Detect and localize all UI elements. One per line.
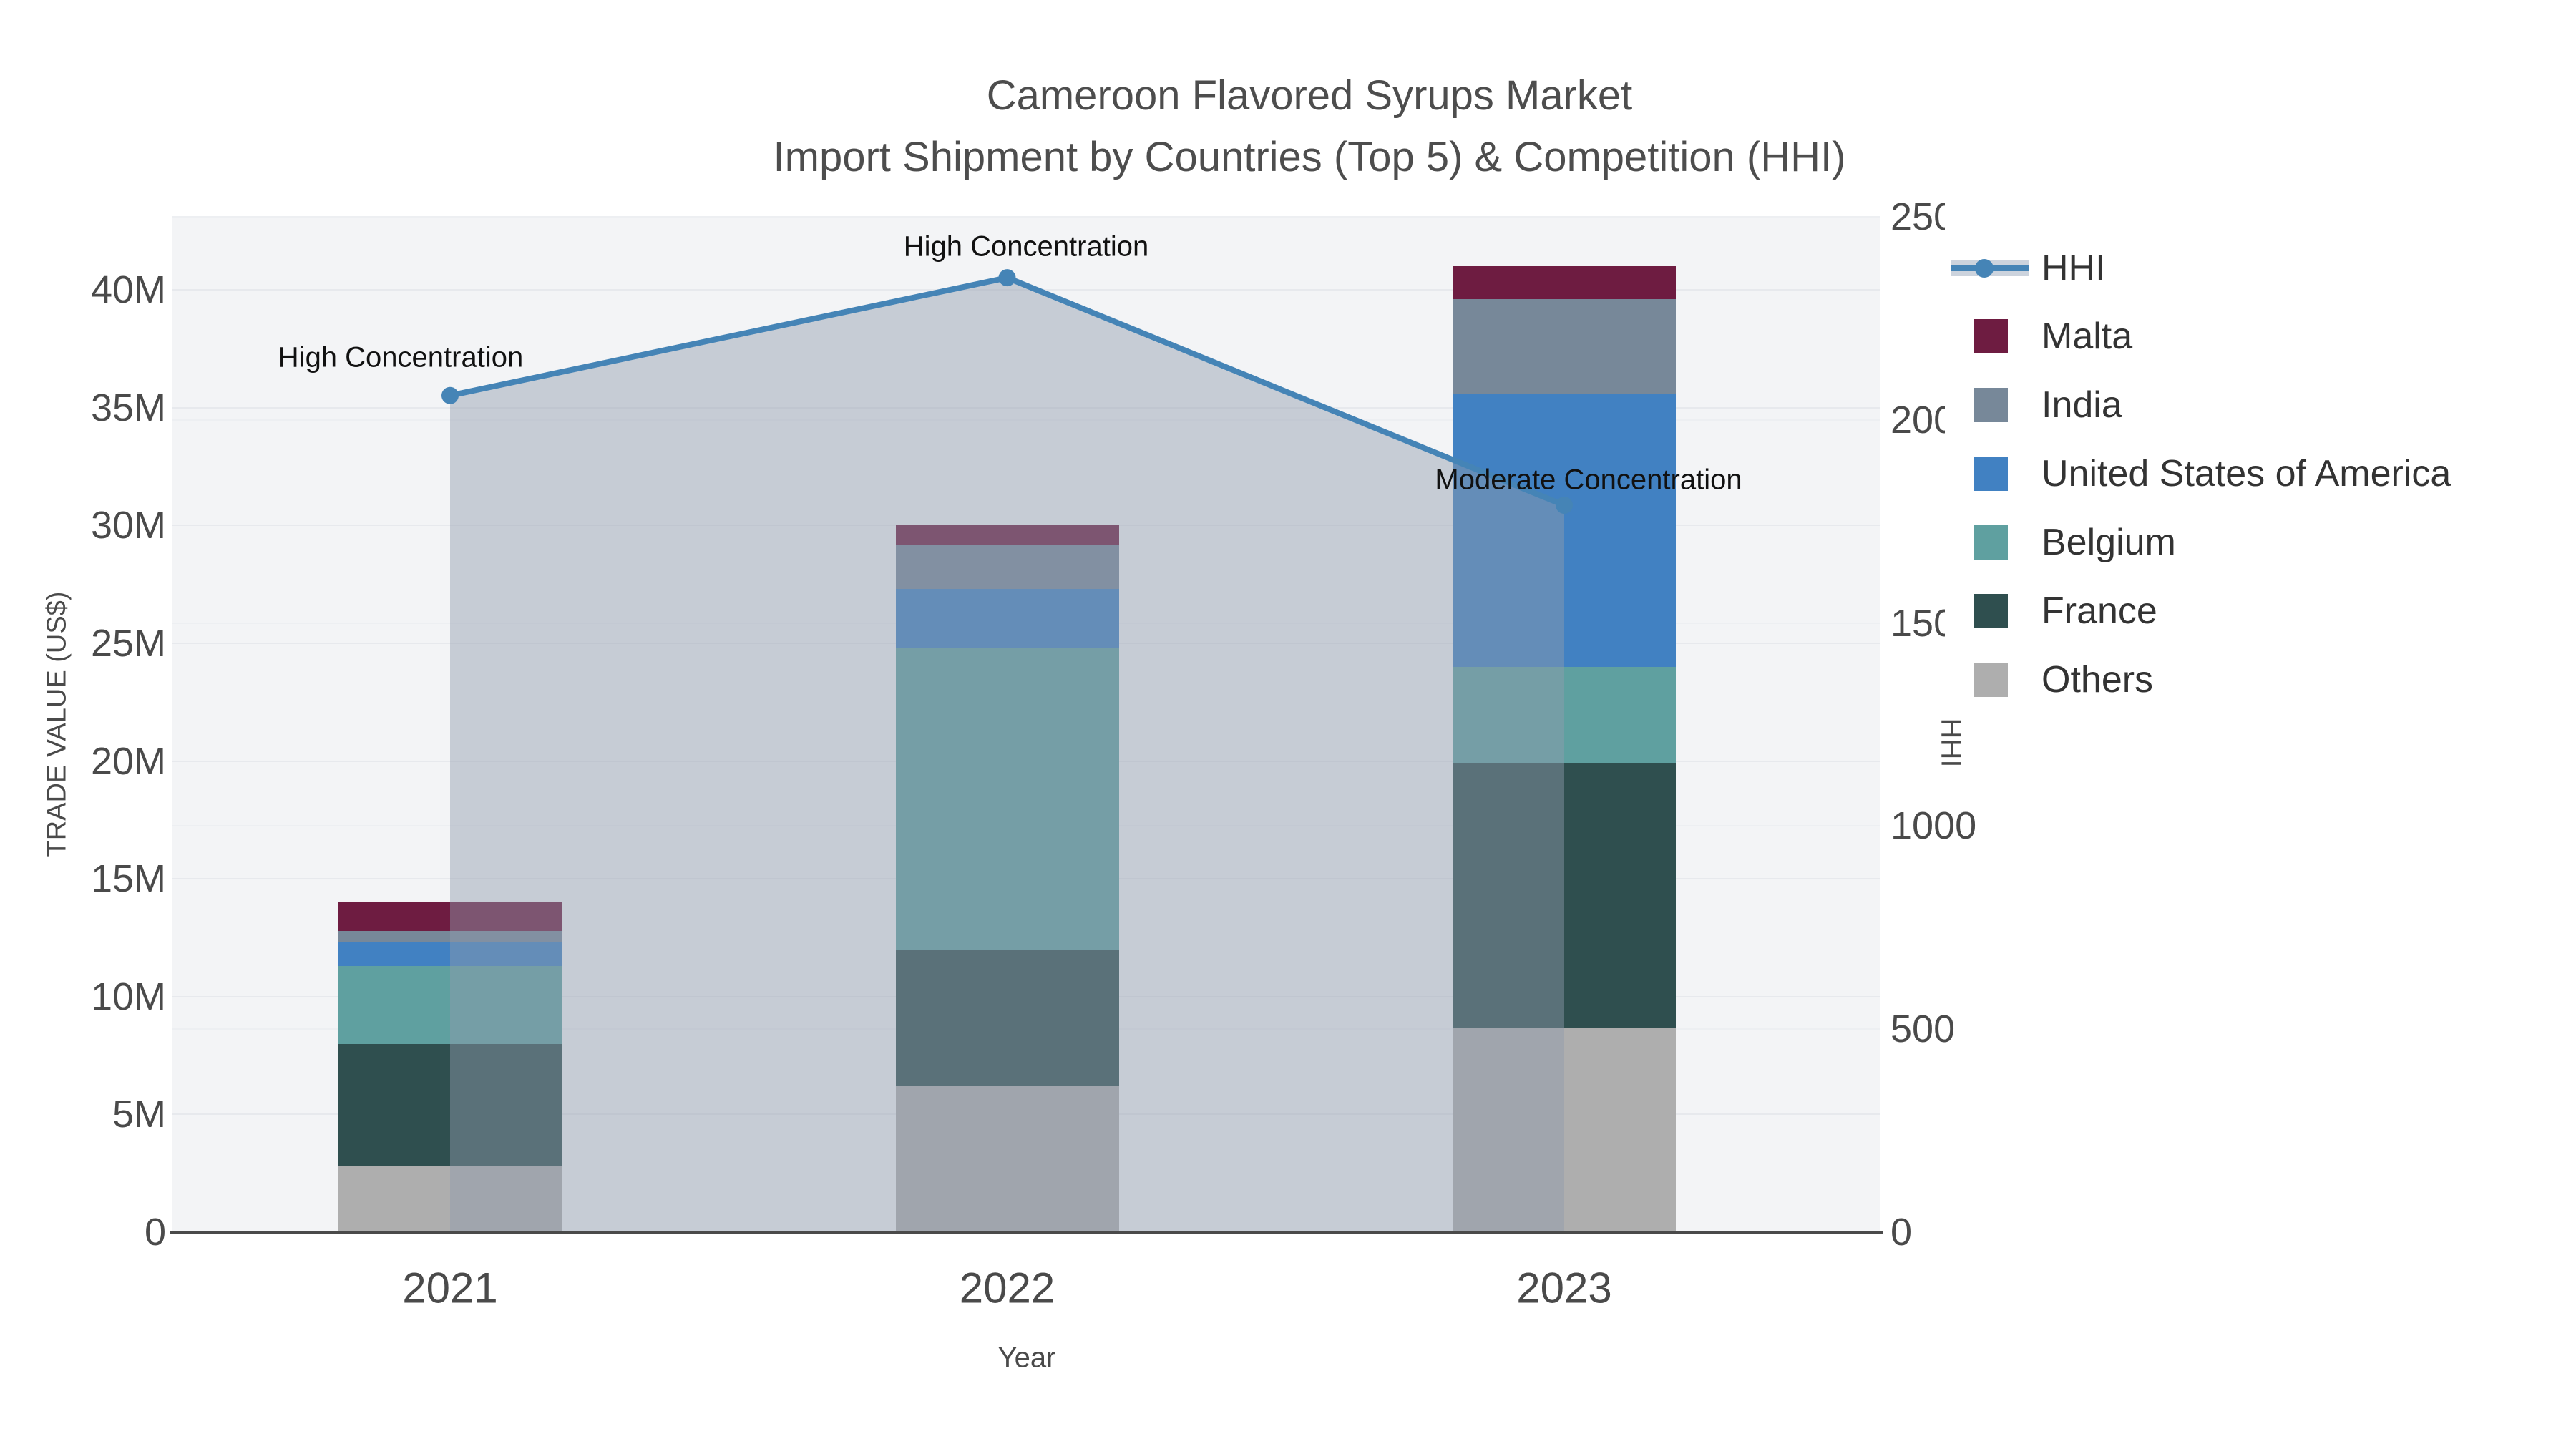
- bar-segment-2023-belgium: [1453, 666, 1676, 763]
- legend-item-malta[interactable]: Malta: [1945, 302, 2575, 371]
- x-tick-2022: 2022: [959, 1264, 1055, 1312]
- y-tick-left-25M: 25M: [90, 621, 166, 665]
- legend-label-belgium: Belgium: [2041, 522, 2176, 563]
- bar-segment-2022-united-states-of-america: [895, 589, 1119, 648]
- hhi-marker-2022: [998, 269, 1016, 287]
- y-axis-title-left: TRADE VALUE (US$): [42, 591, 72, 857]
- bar-segment-2022-malta: [895, 525, 1119, 545]
- bar-segment-2022-others: [895, 1085, 1119, 1232]
- legend-item-france[interactable]: France: [1945, 577, 2575, 645]
- legend-item-others[interactable]: Others: [1945, 645, 2575, 714]
- gridline-right-2500: [172, 216, 1880, 218]
- y-tick-right-1000: 1000: [1890, 804, 1977, 848]
- legend-swatch-malta: [1974, 319, 2008, 353]
- hhi-marker-2021: [441, 386, 459, 404]
- bar-segment-2021-india: [338, 930, 562, 943]
- x-tick-2023: 2023: [1516, 1264, 1612, 1312]
- legend-swatch-france: [1974, 594, 2008, 628]
- hhi-area-fill: [450, 278, 1564, 1232]
- y-tick-left-20M: 20M: [90, 739, 166, 783]
- legend-item-belgium[interactable]: Belgium: [1945, 508, 2575, 577]
- legend-item-hhi[interactable]: HHI: [1945, 234, 2575, 303]
- y-tick-left-15M: 15M: [90, 857, 166, 901]
- y-axis-title-right: HHI: [1935, 718, 1967, 768]
- hhi-marker-swatch: [1975, 259, 1994, 278]
- legend-label-france: France: [2041, 590, 2157, 632]
- y-tick-left-0: 0: [144, 1211, 166, 1254]
- bar-segment-2021-france: [338, 1043, 562, 1166]
- y-tick-left-5M: 5M: [112, 1093, 166, 1136]
- legend-swatch-belgium: [1974, 525, 2008, 560]
- gridline-right-2000: [172, 419, 1880, 421]
- gridline-left-35M: [172, 406, 1880, 409]
- hhi-line-layer: [441, 269, 1573, 1232]
- y-tick-left-30M: 30M: [90, 504, 166, 547]
- x-axis-title: Year: [997, 1342, 1056, 1374]
- y-tick-left-40M: 40M: [90, 268, 166, 312]
- x-tick-2021: 2021: [402, 1264, 498, 1312]
- bar-segment-2023-malta: [1453, 266, 1676, 300]
- gridline-left-40M: [172, 289, 1880, 291]
- legend-item-india[interactable]: India: [1945, 371, 2575, 439]
- bar-segment-2023-france: [1453, 763, 1676, 1028]
- x-axis-line: [170, 1231, 1883, 1234]
- bar-segment-2021-belgium: [338, 965, 562, 1044]
- bar-segment-2023-united-states-of-america: [1453, 393, 1676, 667]
- bar-segment-2022-india: [895, 544, 1119, 590]
- annotation-2021: High Concentration: [278, 341, 524, 374]
- legend-label-others: Others: [2041, 659, 2154, 701]
- legend-label-india: India: [2041, 384, 2122, 426]
- y-tick-right-500: 500: [1890, 1008, 1956, 1051]
- legend: HHI Malta India United States of America Bel…: [1945, 185, 2575, 718]
- bar-segment-2021-united-states-of-america: [338, 942, 562, 966]
- bar-segment-2023-india: [1453, 299, 1676, 394]
- chart-title-line1: Cameroon Flavored Syrups Market: [986, 72, 1633, 119]
- legend-item-united-states-of-america[interactable]: United States of America: [1945, 439, 2575, 508]
- y-tick-right-0: 0: [1890, 1211, 1913, 1254]
- legend-swatch-united-states-of-america: [1974, 457, 2008, 491]
- legend-label-hhi: HHI: [2041, 248, 2106, 289]
- bar-segment-2022-belgium: [895, 648, 1119, 950]
- legend-swatch-india: [1974, 388, 2008, 422]
- chart-title-line2: Import Shipment by Countries (Top 5) & C…: [773, 134, 1846, 180]
- bar-segment-2022-france: [895, 949, 1119, 1086]
- y-tick-left-35M: 35M: [90, 386, 166, 429]
- bar-segment-2021-malta: [338, 902, 562, 931]
- bar-segment-2021-others: [338, 1166, 562, 1232]
- annotation-2022: High Concentration: [903, 230, 1149, 263]
- legend-swatch-others: [1974, 663, 2008, 697]
- hhi-marker-2023: [1556, 496, 1573, 514]
- legend-label-malta: Malta: [2041, 316, 2133, 357]
- legend-label-united-states-of-america: United States of America: [2041, 453, 2451, 494]
- annotation-2023: Moderate Concentration: [1435, 464, 1742, 496]
- bar-segment-2023-others: [1453, 1027, 1676, 1232]
- y-tick-left-10M: 10M: [90, 975, 166, 1018]
